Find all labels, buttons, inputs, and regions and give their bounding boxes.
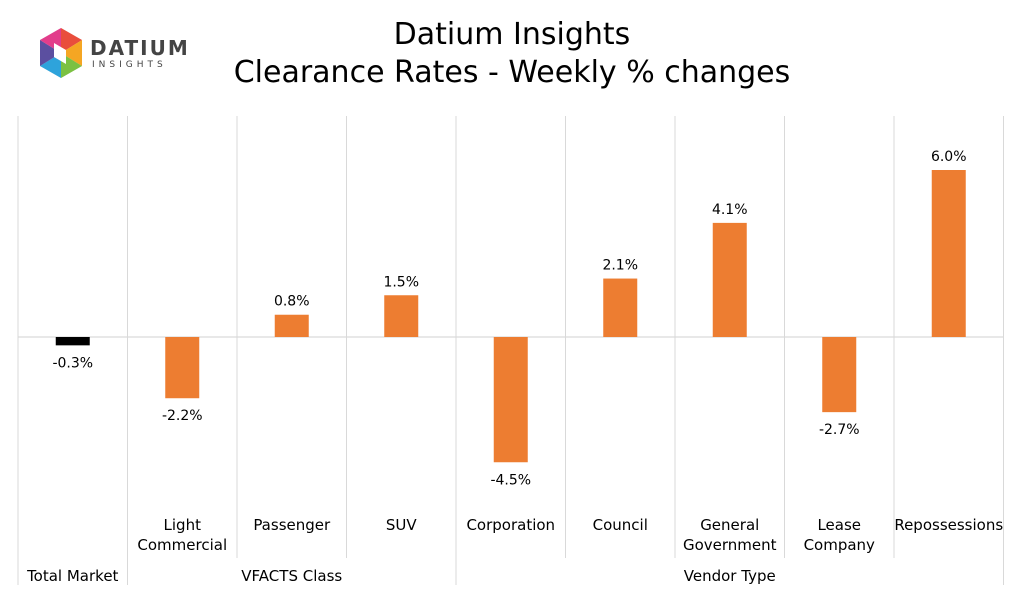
logo-wordmark: DATIUM (90, 36, 190, 60)
group-label: Vendor Type (684, 567, 776, 585)
data-label: 6.0% (931, 149, 967, 165)
datium-hexagon-icon (40, 28, 82, 78)
category-label: SUV (386, 516, 418, 534)
category-label: Light (164, 516, 202, 534)
chart-title-line2: Clearance Rates - Weekly % changes (233, 55, 791, 90)
bar-lease-company (822, 337, 857, 413)
group-label: Total Market (26, 567, 118, 585)
bar-total-market (55, 337, 90, 346)
bar-council (603, 278, 638, 337)
data-label: 4.1% (712, 202, 748, 218)
data-label: -2.2% (162, 408, 203, 424)
bar-light-commercial (165, 337, 200, 399)
chart-title: Datium Insights Clearance Rates - Weekly… (0, 16, 1024, 92)
chart-title-line1: Datium Insights (393, 17, 631, 52)
category-label: Lease (817, 516, 861, 534)
data-label: -2.7% (819, 422, 860, 438)
category-label: Company (804, 536, 875, 554)
data-label: 0.8% (274, 294, 310, 310)
group-label: VFACTS Class (241, 567, 342, 585)
category-label: Council (593, 516, 648, 534)
bar-general-government (712, 222, 747, 337)
bar-corporation (493, 337, 528, 463)
category-label: General (700, 516, 759, 534)
data-label: -0.3% (52, 355, 93, 371)
data-label: 2.1% (602, 258, 638, 274)
category-label: Commercial (137, 536, 227, 554)
datium-logo: DATIUM INSIGHTS (36, 26, 188, 86)
category-label: Passenger (253, 516, 331, 534)
category-label: Corporation (466, 516, 555, 534)
logo-subtitle: INSIGHTS (92, 60, 167, 70)
category-label: Repossessions (894, 516, 1003, 534)
bar-repossessions (931, 170, 966, 337)
data-label: -4.5% (490, 472, 531, 488)
data-label: 1.5% (383, 274, 419, 290)
bar-passenger (274, 314, 309, 337)
category-label: Government (683, 536, 777, 554)
bar-suv (384, 295, 419, 337)
